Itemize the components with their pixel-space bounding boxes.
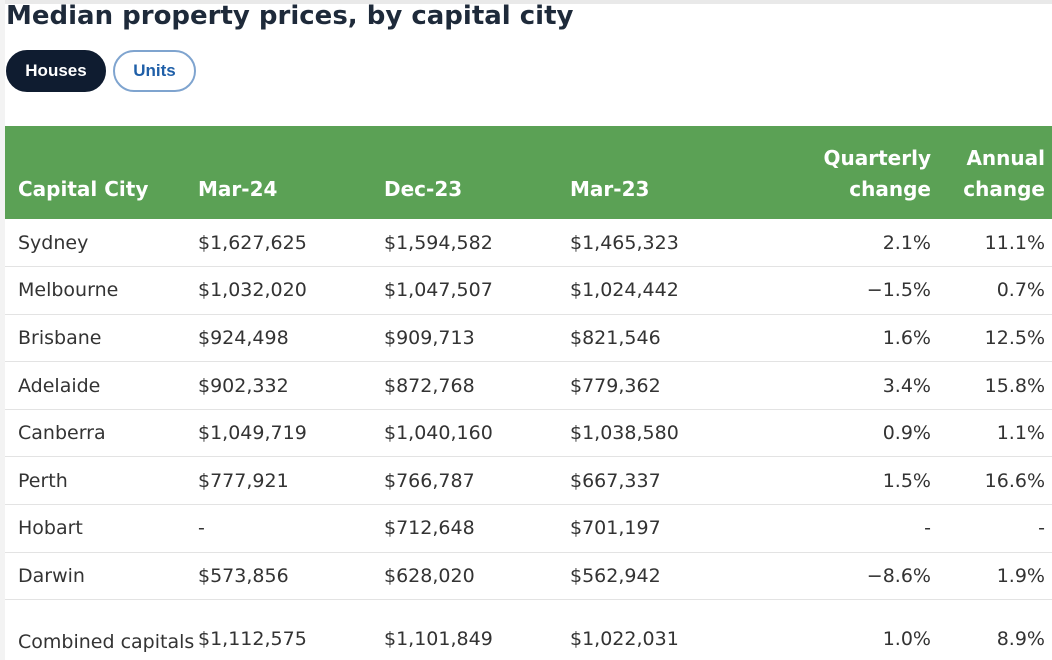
table-row: Melbourne $1,032,020 $1,047,507 $1,024,442−… <box>5 266 1052 315</box>
cell-mar-23: $667,337 <box>570 456 756 506</box>
property-type-toggle: Houses Units <box>6 50 196 92</box>
table-row: Canberra $1,049,719 $1,040,160 $1,038,580 0.… <box>5 409 1052 458</box>
cell-mar-23: $779,362 <box>570 361 756 410</box>
cell-mar-23: $1,038,580 <box>570 409 756 458</box>
table-row: Perth $777,921 $766,787 $667,337 1.5% 16.6% <box>5 456 1052 506</box>
price-table: Capital City Mar-24 Dec-23 Mar-23 Quarte… <box>5 126 1052 660</box>
header-quarterly-change: Quarterly change <box>823 146 931 201</box>
cell-dec-23: $712,648 <box>384 504 570 553</box>
table-row: Combined capitals $1,112,575 $1,101,849 $1,… <box>5 600 1052 660</box>
table-row: Adelaide $902,332 $872,768 $779,362 3.4% 15.8… <box>5 361 1052 410</box>
table-body: Sydney $1,627,625 $1,594,582 $1,465,323 2.1%… <box>5 219 1052 660</box>
cell-annual-change: 11.1% <box>931 219 1052 268</box>
cell-mar-24: $777,921 <box>198 456 384 506</box>
header-dec-23: Dec-23 <box>384 177 463 201</box>
cell-mar-23: $562,942 <box>570 552 756 601</box>
cell-city: Hobart <box>5 504 198 553</box>
cell-dec-23: $628,020 <box>384 552 570 601</box>
cell-annual-change: 8.9% <box>996 628 1045 650</box>
cell-mar-24: $1,049,719 <box>198 409 384 458</box>
cell-annual-change: 16.6% <box>931 456 1052 506</box>
cell-mar-23: $821,546 <box>570 314 756 363</box>
price-table-container: Capital City Mar-24 Dec-23 Mar-23 Quarte… <box>5 126 1052 660</box>
cell-annual-change: 1.9% <box>931 552 1052 601</box>
header-capital-city: Capital City <box>18 177 149 201</box>
cell-mar-24: $1,627,625 <box>198 219 384 268</box>
table-row: Darwin $573,856 $628,020 $562,942 −8.6% 1.9% <box>5 552 1052 601</box>
cell-mar-24: $573,856 <box>198 552 384 601</box>
cell-dec-23: $909,713 <box>384 314 570 363</box>
cell-quarterly-change: - <box>756 504 931 553</box>
cell-mar-24: $902,332 <box>198 361 384 410</box>
cell-annual-change: 1.1% <box>931 409 1052 458</box>
cell-city: Brisbane <box>5 314 198 363</box>
table-row: Hobart - $712,648 $701,197- - <box>5 504 1052 553</box>
header-mar-23: Mar-23 <box>570 177 650 201</box>
cell-mar-23: $1,024,442 <box>570 266 756 315</box>
cell-quarterly-change: −8.6% <box>756 552 931 601</box>
cell-quarterly-change: 1.0% <box>882 628 931 650</box>
cell-city: Darwin <box>5 552 198 601</box>
cell-annual-change: 0.7% <box>931 266 1052 315</box>
cell-annual-change: 15.8% <box>931 361 1052 410</box>
units-toggle-button[interactable]: Units <box>113 50 196 92</box>
cell-mar-23: $1,465,323 <box>570 219 756 268</box>
cell-dec-23: $1,594,582 <box>384 219 570 268</box>
houses-toggle-button[interactable]: Houses <box>6 50 106 92</box>
header-mar-24: Mar-24 <box>198 177 278 201</box>
cell-dec-23: $1,101,849 <box>384 628 493 650</box>
cell-quarterly-change: 3.4% <box>756 361 931 410</box>
cell-quarterly-change: 0.9% <box>756 409 931 458</box>
cell-quarterly-change: 1.6% <box>756 314 931 363</box>
cell-annual-change: - <box>931 504 1052 553</box>
cell-city: Combined capitals <box>18 631 195 653</box>
table-row: Brisbane $924,498 $909,713 $821,546 1.6% 12.5… <box>5 314 1052 363</box>
cell-quarterly-change: 1.5% <box>756 456 931 506</box>
top-border <box>0 0 1052 4</box>
table-header: Capital City Mar-24 Dec-23 Mar-23 Quarte… <box>5 126 1052 219</box>
cell-mar-23: $1,022,031 <box>570 628 679 650</box>
cell-city: Canberra <box>5 409 198 458</box>
cell-dec-23: $766,787 <box>384 456 570 506</box>
cell-annual-change: 12.5% <box>931 314 1052 363</box>
cell-quarterly-change: −1.5% <box>756 266 931 315</box>
cell-city: Adelaide <box>5 361 198 410</box>
cell-dec-23: $1,047,507 <box>384 266 570 315</box>
cell-dec-23: $1,040,160 <box>384 409 570 458</box>
cell-city: Melbourne <box>5 266 198 315</box>
cell-mar-24: $924,498 <box>198 314 384 363</box>
header-annual-change: Annual change <box>963 146 1045 201</box>
left-border <box>0 0 5 660</box>
cell-mar-23: $701,197 <box>570 504 756 553</box>
cell-city: Sydney <box>5 219 198 268</box>
cell-dec-23: $872,768 <box>384 361 570 410</box>
table-row: Sydney $1,627,625 $1,594,582 $1,465,323 2.1%… <box>5 219 1052 268</box>
cell-mar-24: $1,032,020 <box>198 266 384 315</box>
cell-mar-24: - <box>198 504 384 553</box>
page-title: Median property prices, by capital city <box>6 1 574 31</box>
cell-quarterly-change: 2.1% <box>756 219 931 268</box>
cell-city: Perth <box>5 456 198 506</box>
cell-mar-24: $1,112,575 <box>198 628 307 650</box>
